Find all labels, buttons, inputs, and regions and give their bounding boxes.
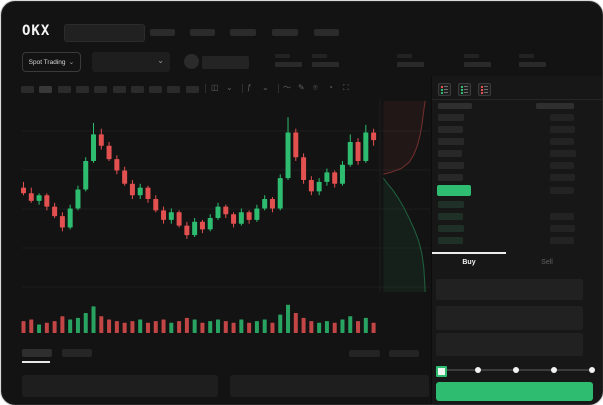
stat-label-3 [464, 54, 479, 58]
buy-tab-underline [432, 252, 506, 254]
stat-label-4 [519, 54, 534, 58]
book-split-view-icon[interactable] [438, 83, 451, 96]
market-type-label: Spot Trading [28, 58, 66, 66]
bottom-right-item-0[interactable] [349, 350, 380, 357]
slider-stop-4[interactable] [589, 367, 595, 373]
book-header-right [536, 103, 574, 109]
bottom-panel-1 [230, 375, 429, 397]
stat-value-4 [519, 62, 546, 67]
pair-selector-dropdown[interactable]: ⌄ [92, 52, 170, 72]
stat-value-0 [275, 62, 302, 67]
chevron-down-icon: ⌄ [68, 59, 75, 66]
stat-label-0 [275, 54, 290, 58]
timeframe-button-4[interactable] [94, 86, 108, 93]
ask-row-price-1[interactable] [438, 126, 463, 133]
book-asks-view-icon[interactable] [478, 83, 491, 96]
bid-row-size-2 [550, 225, 575, 232]
nav-item-4[interactable] [314, 29, 339, 36]
ask-row-price-0[interactable] [438, 114, 464, 121]
bid-row-price-3[interactable] [438, 237, 463, 244]
buy-submit-button[interactable] [436, 382, 593, 401]
stat-value-2 [397, 62, 424, 67]
bottom-tab-1[interactable] [62, 349, 92, 357]
order-book-rows [432, 76, 602, 404]
nav-item-0[interactable] [150, 29, 175, 36]
toolbar-divider [278, 84, 279, 93]
bottom-tab-0[interactable] [22, 349, 52, 357]
bottom-right-item-1[interactable] [389, 350, 419, 357]
book-header-left [438, 103, 472, 109]
bottom-tab-underline [22, 361, 50, 363]
tab-sell[interactable]: Sell [541, 259, 553, 266]
slider-stop-3[interactable] [551, 367, 557, 373]
order-book-panel: Buy Sell [431, 76, 602, 404]
stat-value-1 [312, 62, 339, 67]
tab-buy[interactable]: Buy [462, 259, 476, 266]
timeframe-button-0[interactable] [21, 86, 34, 93]
timeframe-button-6[interactable] [130, 86, 144, 93]
bid-row-size-1 [550, 213, 574, 220]
timeframe-button-2[interactable] [57, 86, 71, 93]
ask-row-price-2[interactable] [438, 138, 464, 145]
toolbar-divider [242, 84, 243, 93]
okx-logo: OKX [22, 23, 51, 39]
ask-row-size-0 [550, 114, 574, 121]
timeframe-button-1[interactable] [39, 86, 53, 93]
panel-divider [432, 99, 602, 100]
last-price-highlight[interactable] [437, 185, 471, 196]
timeframe-button-9[interactable] [185, 86, 199, 93]
nav-item-2[interactable] [230, 29, 256, 36]
coin-icon [184, 54, 199, 69]
timeframe-button-3[interactable] [75, 86, 89, 93]
indicators-icon[interactable]: ƒ [247, 83, 252, 92]
bid-row-price-2[interactable] [438, 225, 464, 232]
timeframe-button-8[interactable] [167, 86, 181, 93]
chevron-down-icon: ⌄ [157, 56, 164, 65]
stat-label-1 [312, 54, 327, 58]
toolbar-divider [205, 84, 206, 93]
ask-row-size-4 [550, 162, 574, 169]
order-form-field-2[interactable] [436, 333, 583, 356]
camera-icon[interactable]: ⌾ [313, 83, 318, 92]
fullscreen-icon[interactable]: ⛶ [343, 83, 349, 92]
draw-icon[interactable]: ✎ [298, 83, 305, 92]
stat-label-2 [397, 54, 412, 58]
history-icon[interactable]: ◔ [328, 83, 333, 92]
market-type-dropdown[interactable]: Spot Trading ⌄ [22, 52, 81, 72]
last-price-placeholder [202, 56, 249, 69]
timeframe-button-7[interactable] [149, 86, 163, 93]
order-form [432, 76, 602, 404]
chart-type-icon[interactable]: ◫ [211, 83, 219, 92]
nav-item-1[interactable] [190, 29, 215, 36]
ask-row-size-2 [550, 138, 574, 145]
bid-row-price-0[interactable] [438, 201, 464, 208]
order-form-field-1[interactable] [436, 306, 583, 330]
ask-row-price-3[interactable] [438, 150, 462, 157]
line-tool-icon[interactable]: 〜 [283, 83, 291, 92]
stat-value-3 [464, 62, 491, 67]
last-price-size [550, 187, 574, 194]
bid-row-size-3 [550, 237, 574, 244]
ask-row-size-1 [550, 126, 575, 133]
timeframe-button-5[interactable] [112, 86, 126, 93]
chevron-down-icon[interactable]: ⌄ [262, 83, 269, 92]
ask-row-size-5 [550, 174, 575, 181]
ask-row-price-5[interactable] [438, 174, 463, 181]
book-bids-view-icon[interactable] [458, 83, 471, 96]
slider-stop-1[interactable] [475, 367, 481, 373]
chevron-down-icon[interactable]: ⌄ [226, 83, 233, 92]
nav-item-3[interactable] [272, 29, 298, 36]
ask-row-size-3 [550, 150, 576, 157]
slider-handle[interactable] [436, 366, 447, 377]
bid-row-price-1[interactable] [438, 213, 463, 220]
bottom-panel-0 [22, 375, 218, 397]
search-input[interactable] [64, 24, 145, 42]
order-form-field-0[interactable] [436, 279, 583, 300]
slider-stop-2[interactable] [513, 367, 519, 373]
ask-row-price-4[interactable] [438, 162, 464, 169]
